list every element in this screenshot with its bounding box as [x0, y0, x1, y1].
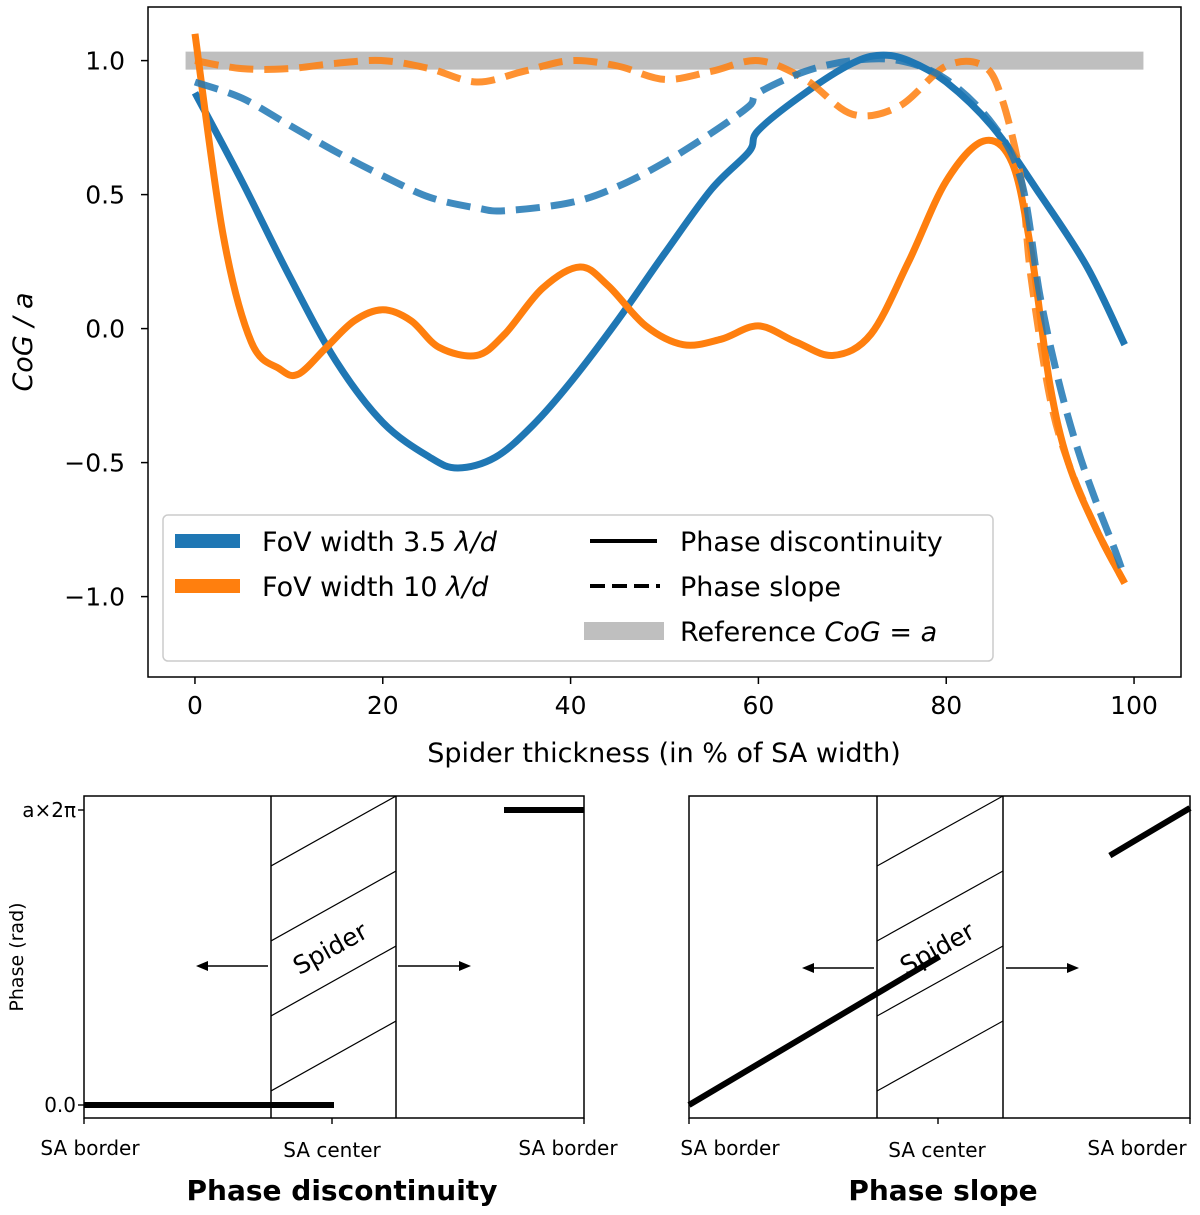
left-ytick-bottom-label: 0.0	[44, 1093, 76, 1117]
left-xlabel-center: SA center	[283, 1138, 381, 1162]
left-diagram-frame	[83, 795, 585, 1119]
left-spider-hatch	[271, 796, 396, 1092]
top-chart-frame	[147, 6, 1182, 678]
y-tick-label: 0.5	[85, 181, 125, 210]
diagram-phase-slope: Spider SA border SA center SA border Pha…	[680, 795, 1192, 1207]
series-orange-dashed	[194, 56, 1128, 585]
left-y-axis-title: Phase (rad)	[6, 902, 28, 1011]
left-xlabel-border-left: SA border	[40, 1136, 140, 1160]
x-axis-title: Spider thickness (in % of SA width)	[427, 738, 901, 769]
y-tick-label: 1.0	[85, 47, 125, 76]
left-spider-label: Spider	[288, 916, 373, 981]
phase-profile-segment	[1108, 805, 1192, 859]
right-arrow-outward-right	[1006, 963, 1079, 973]
legend-label-blue: FoV width 3.5 λ/d	[262, 527, 498, 558]
legend-label-orange: FoV width 10 λ/d	[262, 572, 489, 603]
right-phase-profile	[687, 805, 1192, 1108]
y-axis-title: CoG / a	[8, 292, 39, 391]
right-spider-hatch	[877, 796, 1003, 1092]
left-xlabel-border-right: SA border	[518, 1136, 618, 1160]
x-tick-label: 80	[930, 691, 962, 720]
right-arrow-outward-left	[802, 963, 874, 973]
series-layer	[191, 33, 1128, 585]
left-panel-title: Phase discontinuity	[187, 1174, 498, 1207]
right-xlabel-border-right: SA border	[1087, 1136, 1187, 1160]
series-blue-dashed	[193, 55, 1128, 579]
legend-box	[162, 514, 994, 662]
x-tick-label: 0	[187, 691, 203, 720]
left-phase-profile	[84, 807, 584, 1108]
right-xlabel-border-left: SA border	[680, 1136, 780, 1160]
left-arrow-outward-right	[398, 961, 471, 971]
right-panel-title: Phase slope	[848, 1174, 1037, 1207]
legend-label-dashed: Phase slope	[680, 572, 841, 603]
y-tick-label: −0.5	[64, 449, 125, 478]
x-tick-label: 40	[555, 691, 587, 720]
x-tick-label: 100	[1110, 691, 1158, 720]
right-diagram-frame	[688, 795, 1191, 1119]
y-axis-ticks: −1.0 −0.5 0.0 0.5 1.0	[64, 47, 148, 612]
x-tick-label: 20	[367, 691, 399, 720]
left-ytick-top-label: a×2π	[22, 798, 76, 822]
diagram-phase-discontinuity: Spider a×2π 0.0 Phase (rad) SA border SA…	[6, 795, 618, 1207]
x-axis-ticks: 0 20 40 60 80 100	[187, 677, 1158, 720]
y-tick-label: 0.0	[85, 315, 125, 344]
right-spider-label: Spider	[895, 916, 980, 981]
y-tick-label: −1.0	[64, 583, 125, 612]
legend-label-reference: Reference CoG = a	[680, 617, 937, 648]
x-tick-label: 60	[743, 691, 775, 720]
top-chart: 0 20 40 60 80 100 −1.0 −0.5 0.0 0.5 1.0 Spider th…	[8, 6, 1182, 769]
phase-profile-segment	[687, 953, 942, 1108]
legend-label-solid: Phase discontinuity	[680, 527, 943, 558]
left-arrow-outward-left	[196, 961, 268, 971]
right-xlabel-center: SA center	[888, 1138, 986, 1162]
legend: FoV width 3.5 λ/d FoV width 10 λ/d Phase…	[162, 514, 994, 662]
